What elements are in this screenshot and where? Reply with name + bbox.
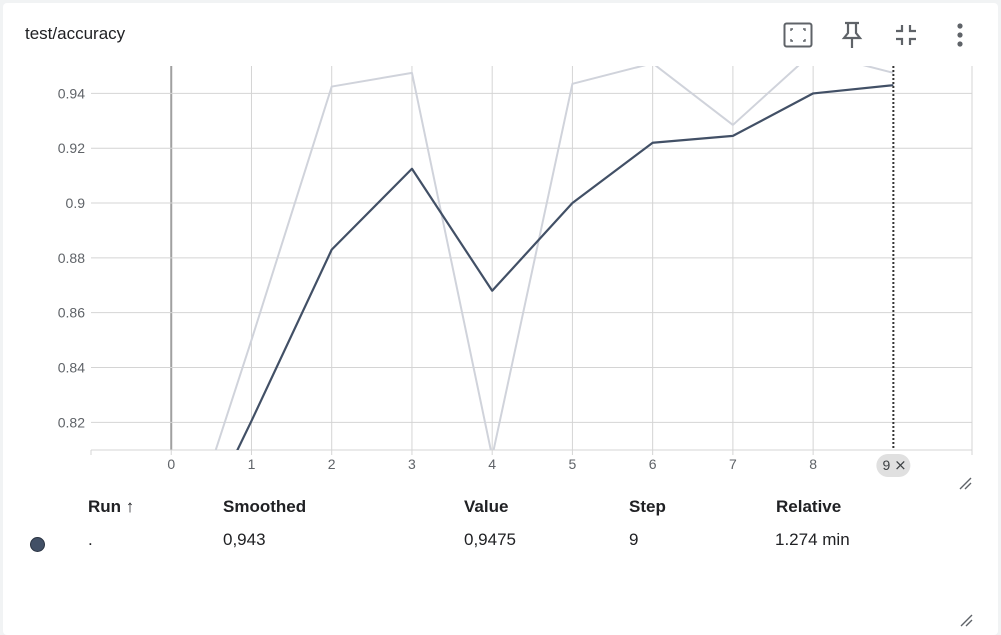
x-tick-label: 7: [729, 456, 737, 472]
scalar-card: test/accuracy 0.82 0.84 0.86 0.88 0: [3, 3, 998, 635]
step-badge-close-icon[interactable]: ×: [894, 456, 907, 474]
header-smoothed[interactable]: Smoothed: [223, 497, 307, 516]
pin-icon: [841, 21, 863, 48]
y-tick-label: 0.92: [58, 140, 85, 156]
step-badge-label: 9: [882, 457, 890, 473]
more-vert-icon: [957, 23, 963, 47]
x-tick-label: 6: [649, 456, 657, 472]
y-tick-label: 0.82: [58, 414, 85, 430]
card-resize-handle[interactable]: [959, 613, 973, 627]
header-value[interactable]: Value: [464, 497, 509, 516]
raw-series-line[interactable]: [171, 52, 894, 503]
fit-domain-button[interactable]: [782, 19, 814, 51]
y-tick-label: 0.9: [66, 195, 86, 211]
pin-button[interactable]: [836, 19, 868, 51]
x-tick-label: 4: [488, 456, 496, 472]
more-options-button[interactable]: [944, 19, 976, 51]
y-tick-label: 0.94: [58, 85, 85, 101]
header-run[interactable]: Run ↑: [88, 497, 135, 516]
cell-relative: 1.274 min: [775, 530, 850, 549]
x-tick-label: 5: [569, 456, 577, 472]
fit-domain-icon: [783, 22, 813, 48]
step-badge[interactable]: [876, 454, 911, 477]
x-tick-label: 2: [328, 456, 336, 472]
x-tick-label: 0: [167, 456, 175, 472]
x-tick-label: 3: [408, 456, 416, 472]
collapse-icon: [896, 25, 916, 45]
resize-icon: [960, 614, 973, 627]
cell-run: .: [88, 530, 93, 549]
y-tick-label: 0.86: [58, 305, 85, 321]
series-group: [171, 52, 894, 503]
run-color-dot[interactable]: [30, 537, 45, 552]
cell-step: 9: [629, 530, 639, 549]
line-chart[interactable]: 0.82 0.84 0.86 0.88 0.9 0.92 0.94 0 1 2 3 4 5 6 7 8 9 ×: [3, 3, 998, 503]
card-toolbar: [782, 19, 976, 51]
chart-resize-handle[interactable]: [958, 476, 972, 490]
smoothed-series-line[interactable]: [171, 84, 894, 503]
card-title: test/accuracy: [25, 24, 126, 43]
header-relative[interactable]: Relative: [776, 497, 842, 516]
cell-smoothed: 0,943: [223, 530, 266, 549]
x-tick-label: 1: [248, 456, 256, 472]
x-tick-label: 8: [809, 456, 817, 472]
y-tick-label: 0.88: [58, 250, 85, 266]
header-step[interactable]: Step: [629, 497, 666, 516]
y-tick-label: 0.84: [58, 359, 85, 375]
collapse-button[interactable]: [890, 19, 922, 51]
cell-value: 0,9475: [464, 530, 516, 549]
resize-icon: [959, 477, 972, 490]
